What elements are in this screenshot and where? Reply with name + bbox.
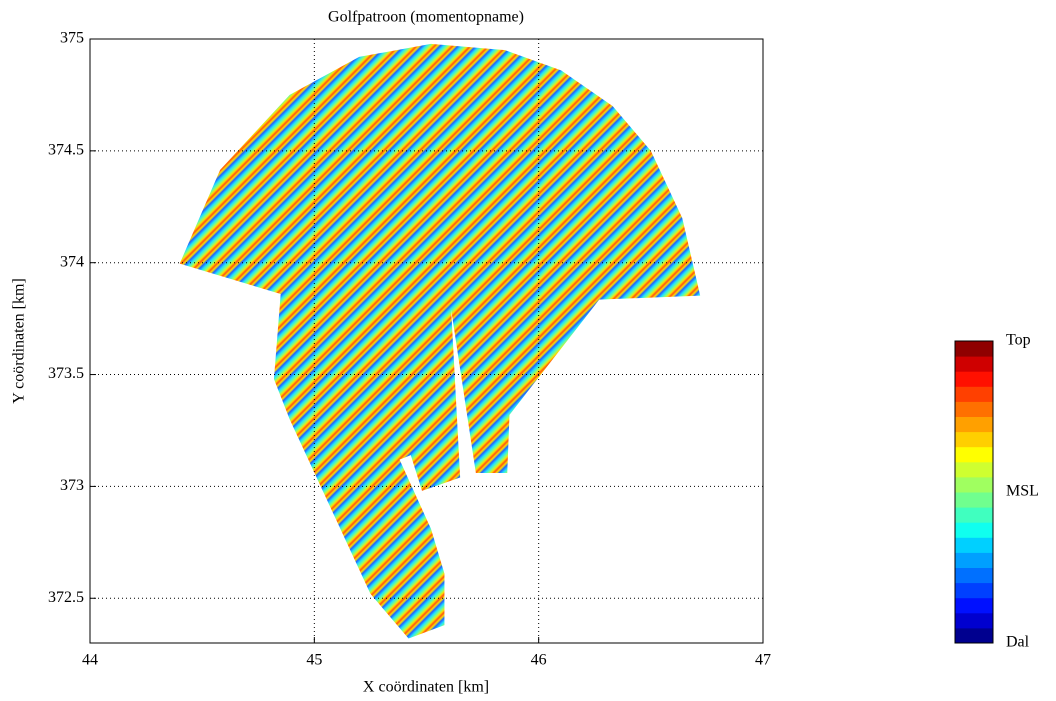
y-tick-label: 373 [60, 477, 84, 494]
colorbar-label: MSL [1006, 483, 1039, 500]
y-tick-label: 375 [60, 30, 84, 47]
colorbar-label: Dal [1006, 634, 1030, 651]
colorbar-band [955, 432, 993, 448]
colorbar-label: Top [1006, 332, 1031, 349]
x-axis-label: X coördinaten [km] [363, 679, 489, 696]
colorbar-band [955, 507, 993, 523]
colorbar-band [955, 537, 993, 553]
colorbar-band [955, 371, 993, 387]
colorbar-band [955, 628, 993, 644]
colorbar-band [955, 522, 993, 538]
colorbar-band [955, 417, 993, 433]
x-tick-label: 44 [82, 652, 98, 669]
y-tick-label: 373.5 [48, 365, 84, 382]
chart-title: Golfpatroon (momentopname) [328, 9, 524, 26]
y-tick-label: 372.5 [48, 589, 84, 606]
chart: Golfpatroon (momentopname) X coördinaten… [0, 0, 1056, 701]
y-tick-label: 374 [60, 253, 84, 270]
colorbar-band [955, 583, 993, 599]
colorbar-band [955, 552, 993, 568]
colorbar-band [955, 401, 993, 417]
colorbar-band [955, 356, 993, 372]
colorbar-band [955, 492, 993, 508]
colorbar-band [955, 568, 993, 584]
wave-field [180, 44, 700, 639]
colorbar-band [955, 477, 993, 493]
colorbar-band [955, 598, 993, 614]
colorbar-band [955, 447, 993, 463]
x-tick-label: 47 [755, 652, 771, 669]
colorbar-band [955, 341, 993, 357]
x-tick-label: 45 [306, 652, 322, 669]
colorbar-band [955, 462, 993, 478]
colorbar-band [955, 613, 993, 629]
colorbar-band [955, 386, 993, 402]
x-tick-label: 46 [531, 652, 547, 669]
y-tick-label: 374.5 [48, 142, 84, 159]
y-axis-label: Y coördinaten [km] [11, 278, 28, 404]
